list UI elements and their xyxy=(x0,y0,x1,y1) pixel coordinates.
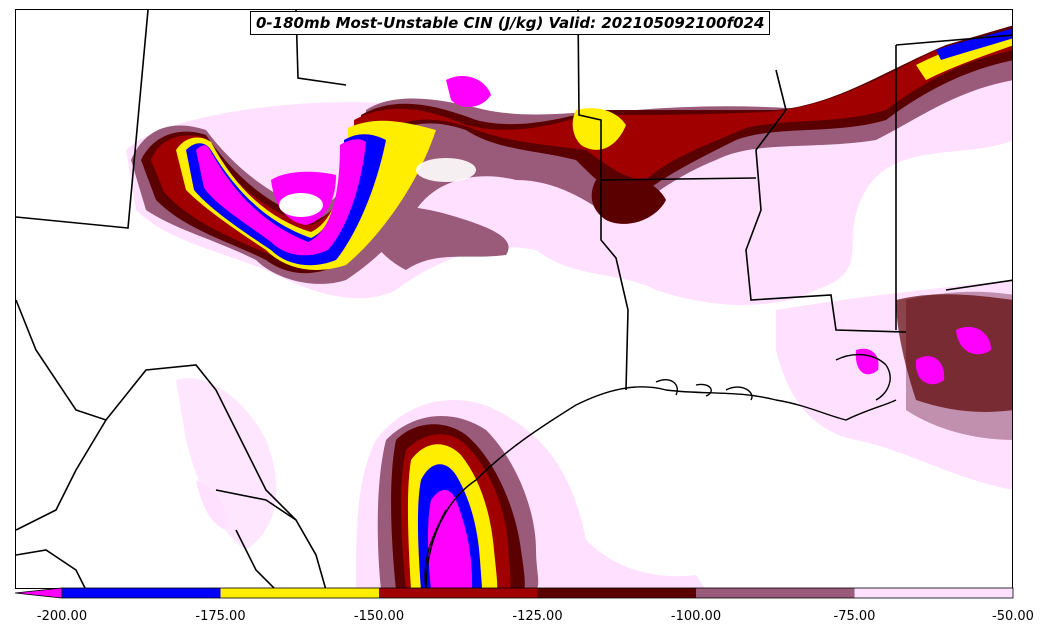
colorbar-tick-label: -75.00 xyxy=(833,609,876,624)
cin-map xyxy=(16,10,1012,588)
colorbar-segment xyxy=(379,588,538,598)
colorbar-segment xyxy=(62,588,221,598)
colorbar-segment xyxy=(220,588,379,598)
map-panel xyxy=(15,9,1013,589)
colorbar xyxy=(14,587,1014,599)
colorbar-segment xyxy=(537,588,696,598)
colorbar-segment xyxy=(696,588,855,598)
colorbar-tick-label: -175.00 xyxy=(195,609,246,624)
coastline xyxy=(424,353,897,588)
colorbar-segments xyxy=(14,587,1014,599)
colorbar-tick-label: -50.00 xyxy=(992,609,1034,624)
state-borders xyxy=(16,10,1012,588)
colorbar-extend-triangle xyxy=(14,587,63,599)
colorbar-tick-label: -100.00 xyxy=(670,609,722,624)
colorbar-tick-label: -150.00 xyxy=(353,609,405,624)
map-title: 0-180mb Most-Unstable CIN (J/kg) Valid: … xyxy=(250,11,771,35)
colorbar-tick-label: -200.00 xyxy=(36,609,88,624)
colorbar-outline xyxy=(61,587,1014,599)
cin-field-gaps xyxy=(279,158,476,217)
colorbar-tick-label: -125.00 xyxy=(512,609,563,624)
colorbar-segment xyxy=(854,588,1013,598)
